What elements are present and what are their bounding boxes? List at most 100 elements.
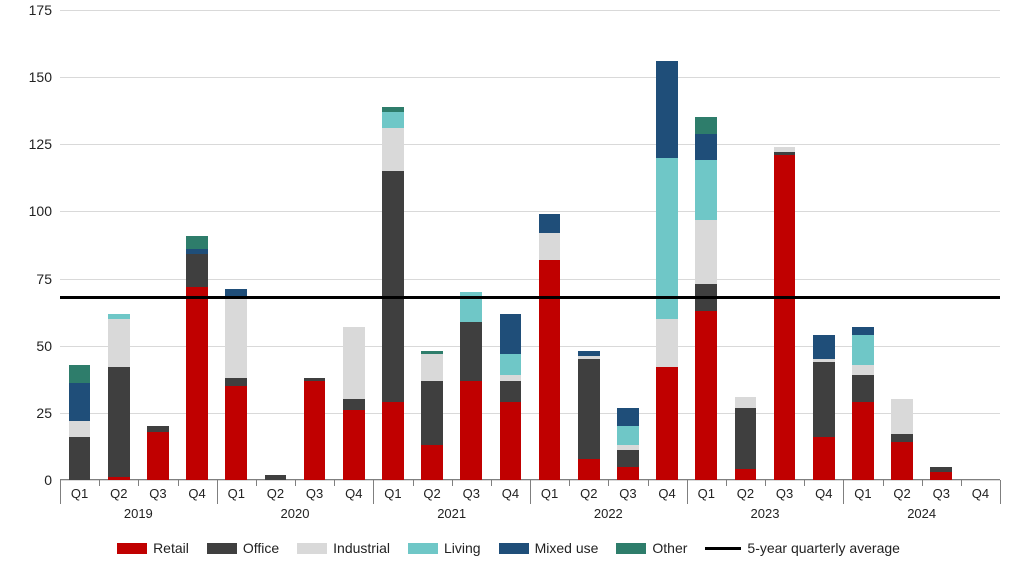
- bar-segment-mixeduse: [69, 383, 91, 421]
- legend-item-other: Other: [616, 540, 687, 556]
- bar-segment-retail: [539, 260, 561, 480]
- x-tick: [687, 480, 688, 504]
- bar-segment-industrial: [735, 397, 757, 408]
- x-tick-label-quarter: Q2: [893, 486, 910, 501]
- x-tick: [883, 480, 884, 486]
- x-tick: [178, 480, 179, 486]
- legend-item-office: Office: [207, 540, 279, 556]
- bar-segment-office: [421, 381, 443, 445]
- bar-segment-office: [578, 359, 600, 458]
- bar-segment-mixeduse: [656, 61, 678, 158]
- legend-label: 5-year quarterly average: [747, 540, 900, 556]
- x-tick: [922, 480, 923, 486]
- x-tick: [491, 480, 492, 486]
- x-tick-label-quarter: Q1: [228, 486, 245, 501]
- bar: [852, 327, 874, 480]
- bar-segment-living: [382, 112, 404, 128]
- bar-segment-office: [265, 475, 287, 480]
- x-tick: [843, 480, 844, 504]
- gridline: [60, 144, 1000, 145]
- x-tick: [138, 480, 139, 486]
- legend-swatch: [408, 543, 438, 554]
- x-tick: [99, 480, 100, 486]
- y-tick-label: 0: [44, 472, 60, 488]
- bar: [930, 467, 952, 480]
- legend-label: Other: [652, 540, 687, 556]
- x-tick: [334, 480, 335, 486]
- bar: [891, 399, 913, 480]
- five-year-average-line: [60, 296, 1000, 299]
- legend-swatch: [499, 543, 529, 554]
- bar: [147, 426, 169, 480]
- legend-swatch: [117, 543, 147, 554]
- x-tick-label-quarter: Q4: [345, 486, 362, 501]
- x-tick: [648, 480, 649, 486]
- x-tick: [217, 480, 218, 504]
- x-tick-label-year: 2019: [124, 506, 153, 521]
- bar-segment-retail: [147, 432, 169, 480]
- y-tick-label: 150: [29, 69, 60, 85]
- bar-segment-living: [656, 158, 678, 319]
- bar-segment-office: [852, 375, 874, 402]
- bar-segment-industrial: [891, 399, 913, 434]
- bar-segment-industrial: [539, 233, 561, 260]
- bar-segment-office: [891, 434, 913, 442]
- x-tick-label-quarter: Q4: [658, 486, 675, 501]
- legend-label: Mixed use: [535, 540, 599, 556]
- legend-swatch: [297, 543, 327, 554]
- bar-segment-office: [460, 322, 482, 381]
- bar-segment-retail: [421, 445, 443, 480]
- x-tick-label-quarter: Q1: [854, 486, 871, 501]
- bar-segment-other: [69, 365, 91, 384]
- y-tick-label: 75: [36, 271, 60, 287]
- x-tick-label-quarter: Q4: [972, 486, 989, 501]
- gridline: [60, 77, 1000, 78]
- x-tick: [295, 480, 296, 486]
- x-tick: [726, 480, 727, 486]
- bar-segment-other: [695, 117, 717, 133]
- bar-segment-industrial: [656, 319, 678, 367]
- bar-segment-mixeduse: [617, 408, 639, 427]
- bar: [813, 335, 835, 480]
- x-tick: [608, 480, 609, 486]
- bar-segment-office: [735, 408, 757, 470]
- bar-segment-office: [225, 378, 247, 386]
- bar-segment-retail: [617, 467, 639, 480]
- bar: [656, 61, 678, 480]
- x-tick: [60, 480, 61, 504]
- bar-segment-office: [186, 254, 208, 286]
- bar-segment-office: [382, 171, 404, 402]
- bar-segment-industrial: [852, 365, 874, 376]
- gridline: [60, 10, 1000, 11]
- x-tick: [256, 480, 257, 486]
- bar-segment-industrial: [382, 128, 404, 171]
- bar-segment-retail: [735, 469, 757, 480]
- bar-segment-office: [69, 437, 91, 480]
- bar-segment-retail: [930, 472, 952, 480]
- bar: [265, 475, 287, 480]
- bar-segment-industrial: [343, 327, 365, 400]
- bar-segment-retail: [225, 386, 247, 480]
- legend-label: Office: [243, 540, 279, 556]
- x-tick-label-year: 2023: [751, 506, 780, 521]
- bar-segment-retail: [695, 311, 717, 480]
- bar-segment-retail: [774, 155, 796, 480]
- bar: [304, 378, 326, 480]
- x-tick-label-quarter: Q3: [463, 486, 480, 501]
- x-tick-label-quarter: Q2: [423, 486, 440, 501]
- bar-segment-mixeduse: [500, 314, 522, 354]
- x-tick-label-quarter: Q2: [737, 486, 754, 501]
- bar: [225, 289, 247, 480]
- bar: [69, 365, 91, 480]
- legend-swatch: [616, 543, 646, 554]
- legend-swatch: [207, 543, 237, 554]
- bar-segment-industrial: [69, 421, 91, 437]
- bar-segment-living: [695, 160, 717, 219]
- x-tick: [530, 480, 531, 504]
- x-tick-label-quarter: Q1: [541, 486, 558, 501]
- bar: [617, 408, 639, 481]
- x-tick-label-quarter: Q3: [933, 486, 950, 501]
- x-tick-label-year: 2021: [437, 506, 466, 521]
- legend-label: Living: [444, 540, 481, 556]
- bar: [186, 236, 208, 480]
